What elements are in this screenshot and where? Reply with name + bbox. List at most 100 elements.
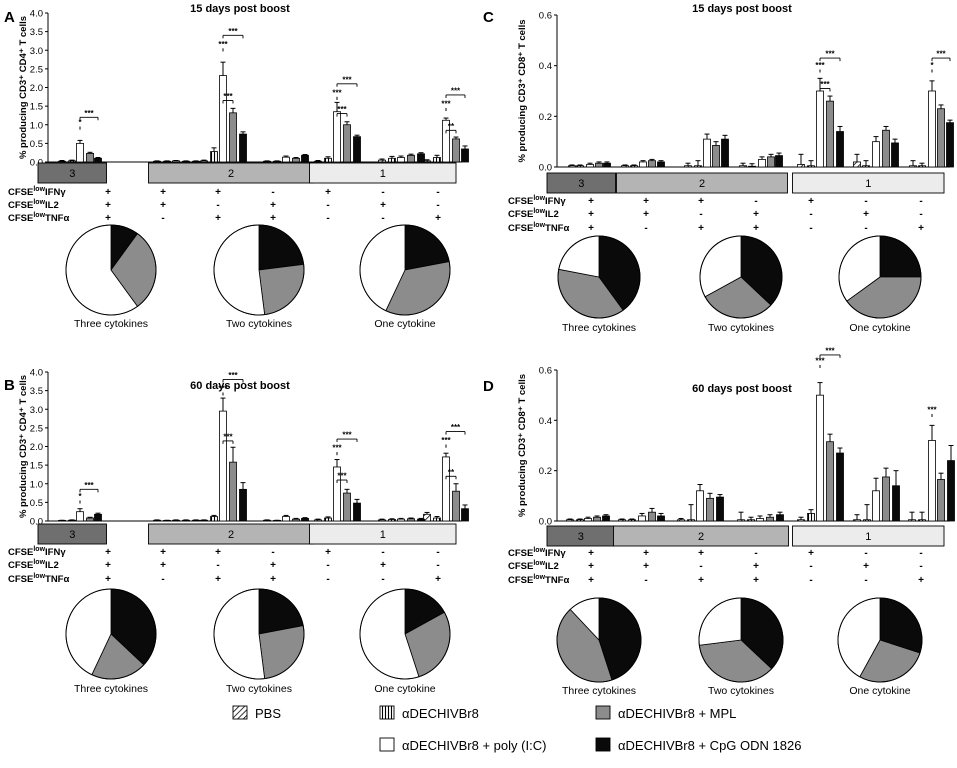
bar-1-4 [807, 513, 815, 522]
sig-label: *** [815, 61, 825, 70]
row-sign: + [160, 547, 166, 558]
sig-label: *** [84, 481, 94, 490]
group-box-3 [37, 162, 107, 184]
bar-3-2 [229, 461, 237, 522]
sig-label: *** [84, 109, 94, 118]
legend-swatch-aDEC [379, 705, 395, 720]
bar-0-6 [908, 519, 916, 522]
y-tick-label: 0.5 [30, 498, 43, 509]
bar-3-4 [343, 492, 351, 522]
bar-2-4 [816, 394, 824, 522]
bar-2-5 [872, 490, 880, 522]
sig-label: *** [332, 88, 342, 97]
bar-2-3 [282, 156, 290, 163]
bar-0-0 [566, 519, 574, 522]
row-sign: - [919, 209, 922, 220]
bar-4-5 [417, 518, 425, 522]
legend-label: PBS [255, 706, 281, 721]
bar-4-1 [657, 515, 665, 522]
row-sign: + [643, 196, 649, 207]
bar-0-2 [684, 165, 692, 168]
pie-outline [65, 588, 157, 680]
row-sign: + [643, 548, 649, 559]
bar-3-0 [86, 517, 94, 522]
pie-outline [837, 597, 923, 683]
bar-0-4 [797, 164, 805, 168]
bar-2-4 [333, 111, 341, 163]
bar-4-2 [716, 496, 724, 522]
row-label: CFSElowIL2 [8, 559, 59, 571]
pie-outline [213, 588, 305, 680]
bar-3-6 [452, 138, 460, 163]
bar-3-4 [343, 124, 351, 163]
bar-1-3 [748, 165, 756, 168]
group-box-1 [309, 162, 457, 184]
row-sign: - [381, 547, 384, 558]
bar-1-2 [687, 519, 695, 522]
pie-label: One cytokine [849, 322, 910, 334]
bar-3-5 [407, 518, 415, 522]
group-label: 2 [698, 531, 704, 543]
row-sign: + [270, 213, 276, 224]
row-sign: - [864, 575, 867, 586]
y-tick-label: 1.5 [30, 461, 43, 472]
group-label: 3 [69, 168, 75, 180]
bar-0-1 [621, 165, 629, 168]
sig-label: *** [927, 406, 937, 415]
bar-2-2 [703, 138, 711, 168]
bar-2-0 [584, 518, 592, 522]
group-label: 3 [578, 531, 584, 543]
sig-label: * [930, 61, 934, 70]
bar-1-1 [628, 519, 636, 522]
row-sign: + [588, 209, 594, 220]
row-sign: - [644, 223, 647, 234]
bar-0-1 [618, 519, 626, 522]
chart-title: 15 days post boost [692, 3, 792, 15]
chart-title: 60 days post boost [190, 380, 290, 392]
bar-2-2 [219, 75, 227, 163]
row-sign: - [271, 187, 274, 198]
bar-0-2 [677, 519, 685, 522]
sig-label: ** [448, 468, 455, 477]
group-label: 2 [228, 168, 234, 180]
panel-letter: C [483, 9, 494, 26]
y-tick-label: 1.5 [30, 102, 43, 113]
bar-1-0 [576, 165, 584, 168]
sig-label: *** [337, 105, 347, 114]
bar-3-1 [648, 160, 656, 168]
pie-outline [699, 235, 783, 319]
sig-label: * [78, 118, 82, 127]
row-label: CFSElowIFNγ [508, 195, 566, 207]
bar-4-6 [947, 460, 955, 522]
y-tick-label: 3.5 [30, 386, 43, 397]
pie-slice-1-1 [258, 263, 305, 316]
y-tick-label: 4.0 [30, 9, 43, 20]
bar-0-0 [568, 165, 576, 168]
row-sign: + [753, 561, 759, 572]
y-tick-label: 4.0 [30, 368, 43, 379]
y-tick-label: 3.0 [30, 405, 43, 416]
bar-0-3 [737, 519, 745, 522]
row-sign: - [919, 196, 922, 207]
row-sign: + [215, 574, 221, 585]
pie-outline [698, 597, 784, 683]
row-sign: + [105, 213, 111, 224]
row-sign: + [863, 561, 869, 572]
bar-1-0 [68, 160, 76, 163]
bar-3-6 [937, 108, 945, 168]
sig-label: *** [825, 346, 835, 355]
bar-1-2 [694, 165, 702, 168]
pie-label: One cytokine [849, 685, 910, 697]
row-sign: + [435, 574, 441, 585]
pie-label: Three cytokines [562, 685, 636, 697]
bar-4-5 [417, 153, 425, 163]
row-sign: - [809, 561, 812, 572]
bar-1-3 [747, 519, 755, 522]
sig-label: *** [342, 75, 352, 84]
panel-letter: B [4, 377, 15, 394]
y-tick-label: 2.0 [30, 442, 43, 453]
row-label: CFSElowTNFα [508, 574, 569, 586]
y-tick-label: 1.0 [30, 479, 43, 490]
sig-label: *** [223, 432, 233, 441]
panel-B: B 60 days post boost 0.0 0.5 1.0 1.5 2.0 2.5 3.0… [4, 368, 469, 695]
